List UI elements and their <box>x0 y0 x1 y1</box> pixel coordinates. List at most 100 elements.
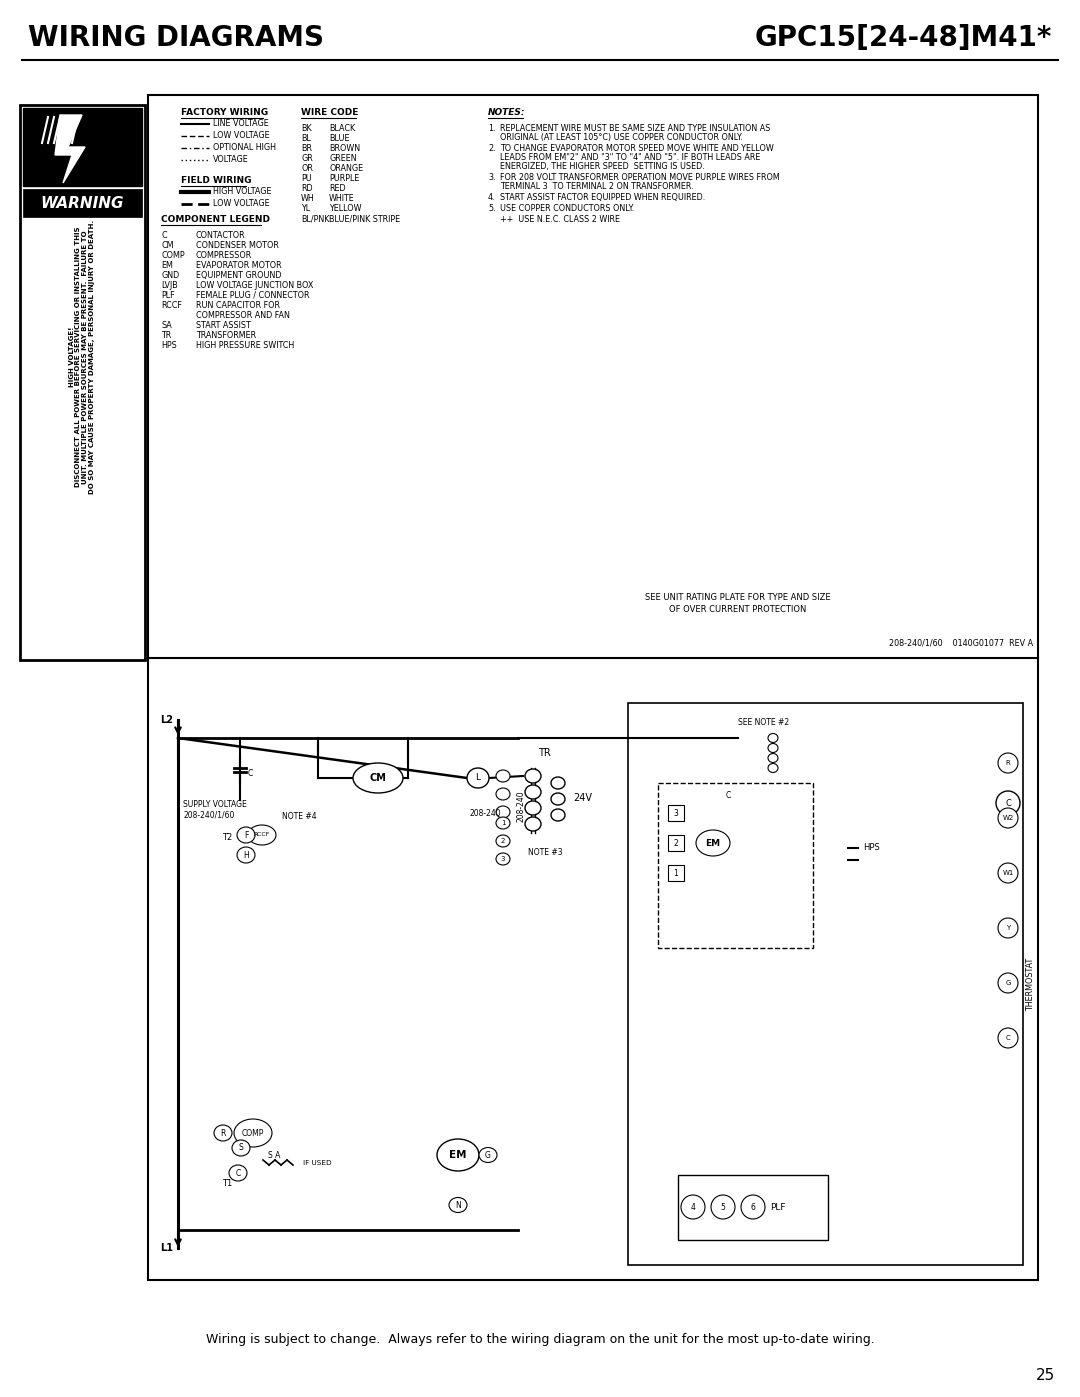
Text: TR: TR <box>538 747 551 759</box>
Text: BLACK: BLACK <box>329 124 355 133</box>
Text: COMPONENT LEGEND: COMPONENT LEGEND <box>161 215 270 224</box>
Circle shape <box>998 918 1018 937</box>
Text: EQUIPMENT GROUND: EQUIPMENT GROUND <box>195 271 282 279</box>
Text: FEMALE PLUG / CONNECTOR: FEMALE PLUG / CONNECTOR <box>195 291 310 300</box>
Ellipse shape <box>234 1119 272 1147</box>
Ellipse shape <box>496 835 510 847</box>
Text: 4: 4 <box>690 1203 696 1211</box>
Circle shape <box>998 753 1018 773</box>
Text: L1: L1 <box>160 1243 173 1253</box>
Ellipse shape <box>551 809 565 821</box>
Ellipse shape <box>525 768 541 782</box>
Text: C: C <box>235 1168 241 1178</box>
Circle shape <box>681 1194 705 1220</box>
Text: VOLTAGE: VOLTAGE <box>213 155 248 165</box>
Text: LVJB: LVJB <box>161 281 178 291</box>
Bar <box>627 703 1023 1266</box>
Text: RED: RED <box>329 184 346 193</box>
Ellipse shape <box>551 777 565 789</box>
Text: CM: CM <box>369 773 387 782</box>
Text: COMPRESSOR AND FAN: COMPRESSOR AND FAN <box>195 312 289 320</box>
Text: C: C <box>248 768 253 778</box>
Text: 208-240: 208-240 <box>469 809 501 817</box>
Text: FACTORY WIRING: FACTORY WIRING <box>181 108 268 117</box>
Ellipse shape <box>768 753 778 763</box>
Text: EM: EM <box>161 261 173 270</box>
Text: YELLOW: YELLOW <box>329 204 362 212</box>
Text: S: S <box>239 1144 243 1153</box>
Ellipse shape <box>480 1147 497 1162</box>
Text: HPS: HPS <box>161 341 177 351</box>
Text: RUN CAPACITOR FOR: RUN CAPACITOR FOR <box>195 300 280 310</box>
Text: HPS: HPS <box>863 844 880 852</box>
Circle shape <box>998 1028 1018 1048</box>
Text: T2: T2 <box>221 834 232 842</box>
Ellipse shape <box>496 788 510 800</box>
Ellipse shape <box>449 1197 467 1213</box>
Text: R: R <box>220 1129 226 1137</box>
Text: ENERGIZED, THE HIGHER SPEED  SETTING IS USED.: ENERGIZED, THE HIGHER SPEED SETTING IS U… <box>500 162 705 170</box>
Text: NOTE #4: NOTE #4 <box>282 812 316 821</box>
Text: BLUE/PINK STRIPE: BLUE/PINK STRIPE <box>329 214 400 224</box>
Text: 208-240/1/60: 208-240/1/60 <box>183 810 234 819</box>
Ellipse shape <box>229 1165 247 1180</box>
Text: GND: GND <box>161 271 179 279</box>
Text: COMP: COMP <box>242 1129 265 1137</box>
Text: C: C <box>1005 1035 1011 1041</box>
Ellipse shape <box>237 827 255 842</box>
Ellipse shape <box>437 1139 480 1171</box>
Text: GPC15[24-48]M41*: GPC15[24-48]M41* <box>755 24 1052 52</box>
Text: GREEN: GREEN <box>329 154 356 163</box>
Text: F: F <box>244 830 248 840</box>
Text: RCCF: RCCF <box>254 833 270 837</box>
Ellipse shape <box>496 770 510 782</box>
Ellipse shape <box>768 764 778 773</box>
Text: H: H <box>243 851 248 859</box>
Text: LOW VOLTAGE: LOW VOLTAGE <box>213 200 270 208</box>
Bar <box>678 1175 828 1241</box>
Ellipse shape <box>496 817 510 828</box>
Text: TO CHANGE EVAPORATOR MOTOR SPEED MOVE WHITE AND YELLOW: TO CHANGE EVAPORATOR MOTOR SPEED MOVE WH… <box>500 144 773 154</box>
Text: GR: GR <box>301 154 313 163</box>
Bar <box>669 865 684 882</box>
Text: PURPLE: PURPLE <box>329 175 360 183</box>
Ellipse shape <box>496 806 510 819</box>
Text: C: C <box>726 791 731 799</box>
Text: Wiring is subject to change.  Always refer to the wiring diagram on the unit for: Wiring is subject to change. Always refe… <box>205 1334 875 1347</box>
Text: ++  USE N.E.C. CLASS 2 WIRE: ++ USE N.E.C. CLASS 2 WIRE <box>500 215 620 224</box>
Ellipse shape <box>232 1140 249 1155</box>
Text: ORANGE: ORANGE <box>329 163 363 173</box>
Text: CONTACTOR: CONTACTOR <box>195 231 245 240</box>
Text: OR: OR <box>301 163 313 173</box>
Text: EVAPORATOR MOTOR: EVAPORATOR MOTOR <box>195 261 282 270</box>
Text: TR: TR <box>161 331 172 339</box>
Bar <box>658 782 813 949</box>
Text: L2: L2 <box>160 715 173 725</box>
Text: G: G <box>1005 981 1011 986</box>
Text: WARNING: WARNING <box>40 196 124 211</box>
Text: CONDENSER MOTOR: CONDENSER MOTOR <box>195 242 279 250</box>
Circle shape <box>998 807 1018 828</box>
Ellipse shape <box>525 800 541 814</box>
Text: 208-240: 208-240 <box>516 791 526 821</box>
Text: FIELD WIRING: FIELD WIRING <box>181 176 252 184</box>
Text: PLF: PLF <box>770 1203 786 1211</box>
Text: L: L <box>475 774 481 782</box>
Text: BLUE: BLUE <box>329 134 350 142</box>
Text: C: C <box>1005 799 1011 807</box>
Text: SA: SA <box>161 321 172 330</box>
Bar <box>148 95 1038 1280</box>
Text: WHITE: WHITE <box>329 194 354 203</box>
Text: EM: EM <box>705 838 720 848</box>
Text: ORIGINAL (AT LEAST 105°C) USE COPPER CONDUCTOR ONLY.: ORIGINAL (AT LEAST 105°C) USE COPPER CON… <box>500 133 743 142</box>
Text: START ASSIST FACTOR EQUIPPED WHEN REQUIRED.: START ASSIST FACTOR EQUIPPED WHEN REQUIR… <box>500 193 705 203</box>
Ellipse shape <box>696 830 730 856</box>
Text: W2: W2 <box>1002 814 1014 821</box>
Text: C: C <box>161 231 166 240</box>
Text: SEE NOTE #2: SEE NOTE #2 <box>738 718 789 726</box>
Text: 3: 3 <box>501 856 505 862</box>
Text: 25: 25 <box>1036 1368 1055 1383</box>
Text: 24V: 24V <box>573 793 592 803</box>
Text: BR: BR <box>301 144 312 154</box>
Text: 3.: 3. <box>488 173 496 182</box>
